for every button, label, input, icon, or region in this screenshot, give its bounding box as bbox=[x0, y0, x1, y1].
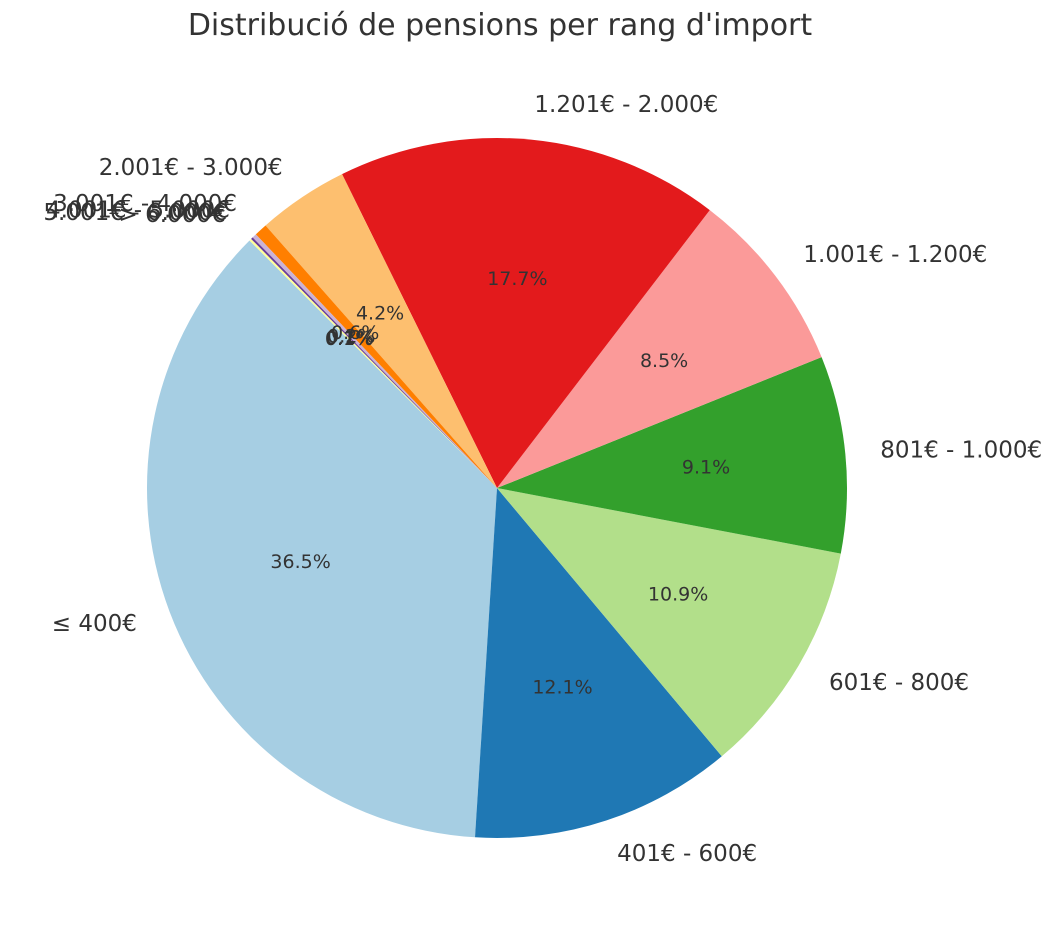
percent-label-5: 17.7% bbox=[487, 268, 547, 290]
pie-slice-9 bbox=[251, 237, 497, 488]
category-label-7: 3.001€ - 4.000€ bbox=[53, 191, 237, 217]
percent-label-2: 10.9% bbox=[648, 583, 708, 605]
percent-label-3: 9.1% bbox=[682, 457, 730, 479]
category-labels-layer: ≤ 400€ 401€ - 600€ 601€ - 800€ 801€ - 1.000… bbox=[43, 92, 1042, 867]
percent-label-7: 0.6% bbox=[331, 322, 379, 344]
category-label-2: 601€ - 800€ bbox=[829, 670, 969, 696]
category-label-10: > 6.000€ bbox=[119, 202, 226, 228]
pie-slice-7 bbox=[255, 225, 497, 488]
percent-label-6: 4.2% bbox=[356, 303, 404, 325]
chart-title: Distribució de pensions per rang d'impor… bbox=[187, 8, 813, 43]
pie-slice-1 bbox=[475, 488, 722, 839]
pie-slice-0 bbox=[146, 240, 497, 838]
percent-label-9: 0.1% bbox=[326, 327, 374, 349]
category-label-3: 801€ - 1.000€ bbox=[880, 438, 1042, 464]
category-label-6: 2.001€ - 3.000€ bbox=[99, 155, 283, 181]
category-label-8: 4.001€ - 5.000€ bbox=[46, 198, 230, 224]
pie-slice-6 bbox=[265, 174, 497, 488]
category-label-0: ≤ 400€ bbox=[52, 611, 137, 637]
percent-label-8: 0.2% bbox=[327, 326, 375, 348]
category-label-9: 5.001€ - 6.000€ bbox=[43, 200, 227, 226]
percent-labels-layer: 36.5% 12.1% 10.9% 9.1% 8.5% 17.7% 4.2%0.6%0.2%… bbox=[270, 268, 730, 699]
pie-slice-2 bbox=[497, 488, 841, 757]
category-label-4: 1.001€ - 1.200€ bbox=[803, 242, 987, 268]
category-label-5: 1.201€ - 2.000€ bbox=[534, 92, 718, 118]
percent-label-1: 12.1% bbox=[532, 677, 592, 699]
pie-slice-4 bbox=[497, 210, 822, 488]
slices-layer bbox=[146, 137, 848, 839]
pie-slice-8 bbox=[252, 234, 497, 488]
percent-label-4: 8.5% bbox=[640, 350, 688, 372]
percent-label-0: 36.5% bbox=[270, 551, 330, 573]
pie-slice-3 bbox=[497, 357, 848, 554]
pie-slice-10 bbox=[249, 238, 497, 488]
percent-label-10: 0.1% bbox=[325, 328, 373, 350]
category-label-1: 401€ - 600€ bbox=[617, 841, 757, 867]
pie-slice-5 bbox=[342, 137, 710, 488]
